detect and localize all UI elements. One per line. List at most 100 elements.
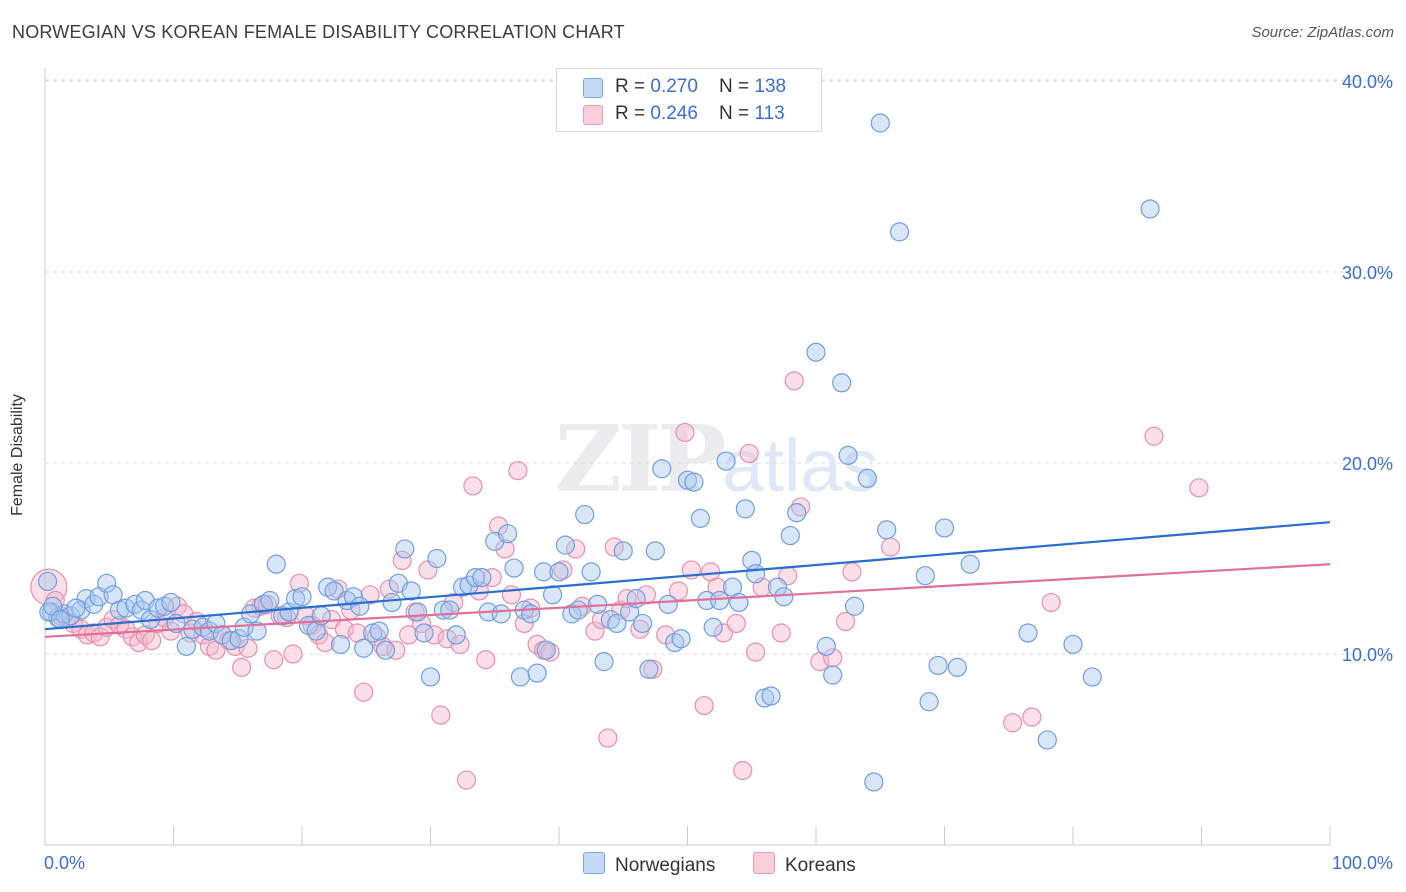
norwegian-point — [844, 596, 865, 616]
norwegian-point — [1082, 667, 1102, 687]
korean-point — [495, 539, 515, 559]
norwegian-point — [1063, 634, 1083, 655]
norwegian-point — [446, 625, 466, 645]
norwegian-point — [536, 640, 556, 660]
korean-point — [386, 640, 406, 660]
korean-point — [784, 371, 804, 391]
watermark-atlas: atlas — [722, 424, 879, 507]
norwegian-point — [440, 600, 460, 620]
norwegian-point — [247, 621, 267, 641]
legend-n-value: 138 — [754, 76, 787, 97]
norwegian-point — [832, 373, 852, 393]
norwegian-point — [1018, 623, 1038, 643]
x-tick-label: 100.0% — [1332, 853, 1393, 873]
norwegian-point — [877, 520, 897, 540]
norwegian-point — [780, 525, 800, 546]
korean-point — [90, 627, 110, 647]
norwegian-point — [960, 554, 980, 574]
korean-point — [1022, 707, 1042, 727]
norwegian-point — [66, 598, 86, 618]
korean-point — [476, 650, 496, 670]
norwegian-point — [420, 667, 441, 687]
korean-point — [116, 619, 136, 639]
norwegian-point — [671, 629, 691, 649]
norwegian-point — [919, 692, 939, 712]
norwegian-point — [735, 499, 755, 519]
norwegian-point — [947, 657, 967, 677]
norwegian-point — [928, 655, 948, 676]
x-tick-label: 0.0% — [44, 853, 85, 873]
norwegian-point — [915, 566, 935, 586]
legend-n-label: N = — [719, 103, 755, 124]
norwegian-point — [626, 589, 646, 609]
korean-point — [482, 567, 502, 588]
norwegian-point — [581, 562, 601, 582]
legend-r-label: R = — [615, 103, 651, 124]
norwegian-point — [266, 554, 286, 574]
norwegian-point — [37, 571, 58, 592]
korean-point — [456, 770, 477, 790]
norwegian-point — [607, 613, 627, 634]
y-tick-label: 20.0% — [1342, 454, 1393, 474]
norwegian-point — [527, 663, 547, 683]
korean-point — [739, 443, 759, 464]
norwegian-point — [555, 535, 576, 555]
korean-point — [835, 611, 856, 632]
korean-point — [1003, 713, 1023, 733]
korean-point — [354, 682, 374, 702]
y-tick-label: 40.0% — [1342, 72, 1393, 92]
norwegian-point — [401, 581, 421, 601]
korean-trend-line — [44, 563, 1331, 638]
korean-point — [880, 537, 901, 557]
norwegian-point — [684, 472, 704, 492]
stats-legend: R = 0.270 N = 138 R = 0.246 N = 113 — [556, 68, 822, 132]
korean-point — [746, 642, 766, 662]
norwegian-point — [491, 604, 511, 624]
korean-point — [713, 623, 734, 643]
norwegian-point — [652, 459, 672, 479]
trend-lines — [44, 521, 1331, 638]
korean-point — [566, 539, 586, 559]
korean-point — [501, 585, 522, 605]
norwegian-point — [658, 594, 678, 614]
norwegian-point — [510, 667, 531, 687]
norwegian-point — [542, 585, 563, 605]
norwegian-point — [710, 590, 730, 611]
legend-koreans[interactable]: Koreans — [753, 852, 856, 876]
norwegian-point — [97, 573, 117, 593]
norwegian-point — [864, 772, 884, 792]
tick-labels: 10.0% 20.0% 30.0% 40.0% 0.0% 100.0% — [44, 72, 1393, 873]
korean-point — [392, 550, 412, 571]
korean-point — [1041, 592, 1061, 613]
norwegian-point — [427, 548, 447, 569]
norwegian-point — [870, 113, 890, 133]
korean-point — [598, 728, 618, 748]
y-tick-label: 30.0% — [1342, 263, 1393, 283]
norwegian-point — [408, 602, 428, 622]
legend-norwegians[interactable]: Norwegians — [583, 852, 715, 876]
legend-r-value: 0.246 — [650, 103, 698, 124]
korean-point — [463, 476, 483, 496]
korean-point — [508, 461, 528, 481]
koreans-swatch — [753, 852, 775, 874]
korean-point — [1189, 478, 1209, 498]
norwegian-point — [594, 652, 614, 672]
norwegian-point — [774, 587, 794, 607]
korean-point — [1144, 426, 1164, 446]
norwegians-label: Norwegians — [615, 855, 716, 876]
legend-swatch-blue — [583, 78, 603, 98]
source-label: Source: ZipAtlas.com — [1251, 24, 1394, 41]
norwegian-points — [37, 113, 1160, 792]
norwegian-point — [324, 581, 344, 601]
norwegian-point — [549, 562, 569, 582]
grid-lines — [45, 79, 1395, 655]
norwegian-point — [498, 524, 518, 544]
watermark-zip: ZIP — [555, 405, 726, 513]
norwegian-point — [838, 445, 858, 465]
norwegian-point — [761, 686, 781, 706]
korean-point — [264, 650, 284, 670]
norwegian-point — [472, 567, 492, 588]
norwegian-trend-line — [44, 521, 1331, 631]
korean-point — [733, 760, 753, 781]
